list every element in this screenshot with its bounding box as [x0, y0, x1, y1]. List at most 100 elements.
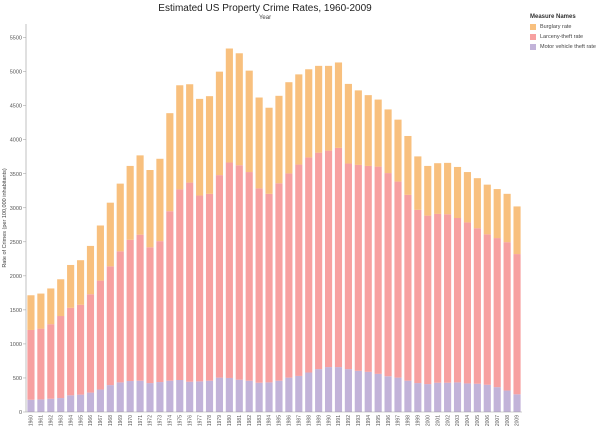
bar-burglary-rate-1976 [186, 84, 194, 183]
bar-motor-vehicle-theft-rate-2009 [513, 394, 521, 412]
bar-motor-vehicle-theft-rate-1968 [106, 385, 114, 412]
bar-larceny-theft-rate-1980 [225, 162, 233, 378]
bar-burglary-rate-1965 [76, 260, 85, 305]
bar-larceny-theft-rate-1966 [86, 294, 95, 393]
y-tick-label: 2000 [10, 274, 22, 280]
x-tick-label: 1984 [267, 415, 273, 426]
legend-item[interactable]: Burglary rate [530, 22, 598, 32]
bar-larceny-theft-rate-1986 [285, 173, 293, 378]
bar-burglary-rate-1992 [344, 83, 352, 164]
x-tick-label: 1972 [148, 415, 154, 426]
y-tick-label: 5000 [10, 70, 22, 76]
bar-larceny-theft-rate-1960 [27, 329, 35, 400]
bar-burglary-rate-1987 [295, 74, 303, 165]
bar-larceny-theft-rate-1964 [67, 307, 75, 396]
x-tick-label: 1988 [306, 415, 312, 426]
bar-burglary-rate-2008 [503, 193, 511, 243]
bar-motor-vehicle-theft-rate-1965 [76, 394, 85, 412]
y-axis-label: Rate of Crimes (per 100,000 inhabitants) [2, 168, 8, 268]
x-tick-label: 1999 [416, 415, 422, 426]
bar-motor-vehicle-theft-rate-2004 [463, 383, 472, 412]
bar-larceny-theft-rate-1968 [106, 266, 114, 386]
x-tick-label: 1981 [237, 415, 243, 426]
legend-item[interactable]: Motor vehicle theft rate [530, 42, 598, 52]
bar-larceny-theft-rate-1991 [334, 147, 343, 368]
bar-motor-vehicle-theft-rate-1981 [235, 379, 243, 412]
bar-burglary-rate-1983 [255, 97, 263, 189]
bar-motor-vehicle-theft-rate-1980 [225, 377, 233, 412]
x-tick-label: 2008 [505, 415, 511, 426]
x-tick-label: 1983 [257, 415, 263, 426]
x-tick-label: 1978 [207, 415, 213, 426]
legend-label: Larceny-theft rate [540, 34, 584, 40]
bar-motor-vehicle-theft-rate-1969 [116, 382, 124, 412]
x-tick-label: 1996 [386, 415, 392, 426]
bar-burglary-rate-1979 [215, 71, 224, 176]
bar-larceny-theft-rate-2006 [483, 234, 491, 385]
bar-burglary-rate-1973 [156, 158, 164, 242]
bar-motor-vehicle-theft-rate-1971 [136, 380, 144, 412]
x-tick-label: 1967 [98, 415, 104, 426]
bar-motor-vehicle-theft-rate-1987 [295, 375, 303, 412]
bar-burglary-rate-1986 [285, 82, 293, 174]
bar-motor-vehicle-theft-rate-1989 [315, 369, 323, 412]
bar-burglary-rate-1981 [235, 53, 243, 166]
y-tick-label: 500 [13, 376, 22, 382]
bar-burglary-rate-2004 [463, 172, 472, 223]
bar-larceny-theft-rate-1992 [344, 163, 352, 370]
bar-larceny-theft-rate-1969 [116, 251, 124, 383]
bar-larceny-theft-rate-1989 [315, 152, 323, 370]
bar-larceny-theft-rate-2008 [503, 242, 511, 391]
bar-burglary-rate-1990 [324, 65, 333, 151]
bar-larceny-theft-rate-1995 [374, 166, 382, 374]
bar-motor-vehicle-theft-rate-1974 [166, 380, 174, 412]
bar-motor-vehicle-theft-rate-1992 [344, 369, 352, 412]
legend-item[interactable]: Larceny-theft rate [530, 32, 598, 42]
bar-burglary-rate-1984 [265, 107, 273, 194]
bar-larceny-theft-rate-1996 [384, 173, 392, 377]
legend-title: Measure Names [530, 14, 576, 20]
bar-burglary-rate-1994 [364, 95, 372, 166]
bar-larceny-theft-rate-1970 [126, 239, 134, 382]
x-tick-label: 1977 [197, 415, 203, 426]
bar-burglary-rate-1991 [334, 62, 343, 148]
bar-burglary-rate-1971 [136, 155, 144, 235]
x-tick-label: 1986 [287, 415, 293, 426]
x-tick-label: 1962 [49, 415, 55, 426]
bar-larceny-theft-rate-2005 [473, 228, 481, 384]
bar-larceny-theft-rate-1998 [404, 194, 412, 381]
x-tick-label: 2000 [425, 415, 431, 426]
bar-larceny-theft-rate-1978 [205, 193, 214, 381]
bar-larceny-theft-rate-1999 [414, 209, 422, 384]
bar-burglary-rate-1988 [305, 69, 313, 158]
bar-burglary-rate-1982 [245, 70, 253, 173]
bar-motor-vehicle-theft-rate-2002 [444, 382, 452, 412]
y-tick-label: 5500 [10, 36, 22, 42]
legend-label: Burglary rate [540, 24, 572, 30]
bar-burglary-rate-2000 [424, 165, 432, 216]
x-tick-label: 1975 [177, 415, 183, 426]
bar-motor-vehicle-theft-rate-1990 [324, 367, 333, 412]
bar-larceny-theft-rate-1975 [176, 189, 184, 381]
bar-larceny-theft-rate-1983 [255, 188, 263, 383]
bar-larceny-theft-rate-1961 [37, 328, 45, 400]
y-tick-label: 4000 [10, 138, 22, 144]
bar-burglary-rate-1989 [315, 65, 323, 153]
x-tick-label: 1964 [68, 415, 74, 426]
x-tick-label: 1960 [29, 415, 35, 426]
bar-larceny-theft-rate-2007 [493, 238, 501, 388]
bar-motor-vehicle-theft-rate-1967 [96, 389, 104, 412]
x-tick-label: 1985 [277, 415, 283, 426]
chart-subtitle: Year [258, 15, 272, 21]
bar-burglary-rate-2007 [493, 189, 501, 239]
bar-motor-vehicle-theft-rate-1996 [384, 376, 392, 412]
x-tick-label: 1982 [247, 415, 253, 426]
bar-burglary-rate-1960 [27, 295, 35, 330]
bar-larceny-theft-rate-1973 [156, 241, 164, 383]
x-tick-label: 1965 [78, 415, 84, 426]
bar-larceny-theft-rate-2003 [453, 218, 462, 383]
x-tick-label: 1973 [158, 415, 164, 426]
bar-larceny-theft-rate-1997 [394, 181, 402, 378]
legend-swatch [530, 44, 536, 50]
